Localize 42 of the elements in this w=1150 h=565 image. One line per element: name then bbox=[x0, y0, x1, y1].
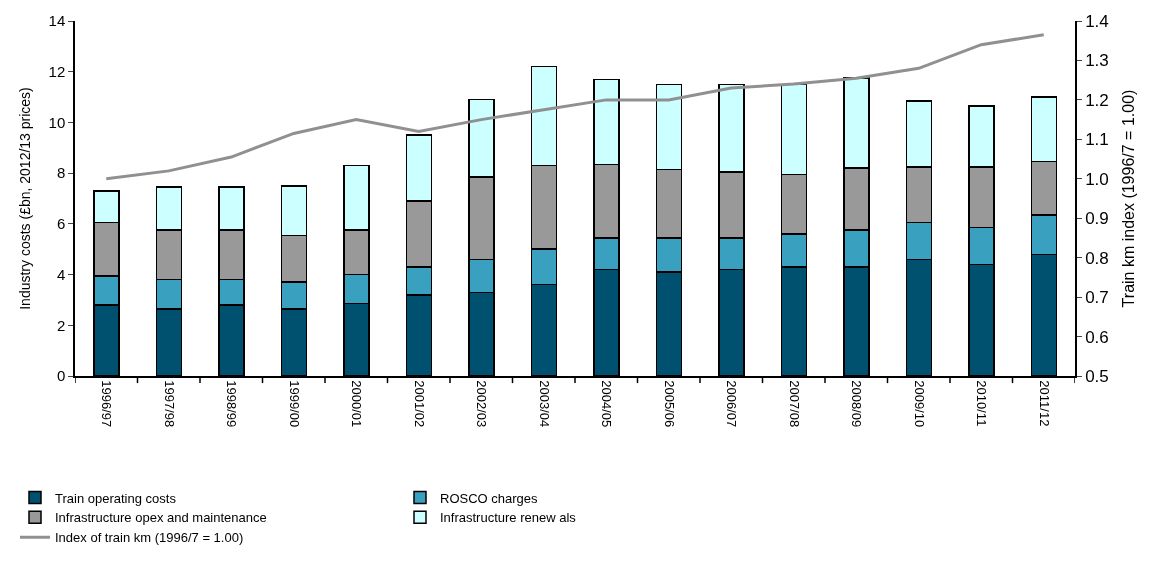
x-tick-label: 2001/02 bbox=[411, 380, 427, 428]
x-tick-label: 2008/09 bbox=[849, 380, 865, 428]
y2-tick-label: 0.6 bbox=[1085, 327, 1109, 347]
y-tick-label: 0 bbox=[56, 367, 66, 385]
x-tick-label: 2002/03 bbox=[474, 380, 490, 428]
x-tick-label: 2006/07 bbox=[724, 380, 740, 428]
y2-tick-label: 1.1 bbox=[1085, 130, 1109, 150]
y-tick-label: 10 bbox=[48, 113, 66, 131]
y2-tick-label: 1.4 bbox=[1085, 11, 1109, 31]
y2-axis-title: Train km index (1996/7 = 1.00) bbox=[1119, 89, 1137, 308]
y2-tick-label: 1.2 bbox=[1085, 90, 1109, 110]
y2-tick-label: 0.9 bbox=[1085, 209, 1109, 229]
legend-label: Infrastructure opex and maintenance bbox=[55, 510, 267, 526]
x-tick-label: 2000/01 bbox=[349, 380, 365, 428]
y2-tick-label: 0.8 bbox=[1085, 248, 1109, 268]
x-tick-label: 2010/11 bbox=[974, 380, 990, 427]
y-tick-label: 14 bbox=[48, 12, 66, 30]
y2-tick-label: 0.7 bbox=[1085, 288, 1109, 308]
x-tick-label: 1998/99 bbox=[224, 380, 240, 428]
x-tick-label: 2004/05 bbox=[599, 380, 615, 428]
y-tick-label: 12 bbox=[48, 62, 66, 80]
y-tick-label: 2 bbox=[56, 316, 66, 334]
x-tick-label: 1997/98 bbox=[161, 380, 177, 428]
legend-label: Train operating costs bbox=[55, 490, 177, 506]
x-tick-label: 2011/12 bbox=[1036, 380, 1052, 427]
y2-tick-label: 0.5 bbox=[1085, 366, 1109, 386]
x-tick-label: 1999/00 bbox=[286, 380, 302, 428]
x-tick-label: 1996/97 bbox=[99, 380, 115, 428]
x-tick-label: 2009/10 bbox=[911, 380, 927, 428]
x-tick-label: 2003/04 bbox=[536, 380, 552, 428]
y-tick-label: 6 bbox=[56, 215, 66, 233]
legend-label: Index of train km (1996/7 = 1.00) bbox=[55, 530, 244, 546]
y-tick-label: 8 bbox=[56, 164, 66, 182]
legend-label: ROSCO charges bbox=[440, 490, 539, 506]
legend-label: Infrastructure renew als bbox=[440, 510, 577, 526]
x-tick-label: 2007/08 bbox=[786, 380, 802, 428]
line-series bbox=[104, 33, 1046, 181]
y-tick-label: 4 bbox=[56, 265, 66, 283]
y-axis-title: Industry costs (£bn, 2012/13 prices) bbox=[16, 87, 33, 310]
y2-tick-label: 1.0 bbox=[1085, 169, 1109, 189]
x-tick-label: 2005/06 bbox=[661, 380, 677, 428]
y2-tick-label: 1.3 bbox=[1085, 51, 1109, 71]
